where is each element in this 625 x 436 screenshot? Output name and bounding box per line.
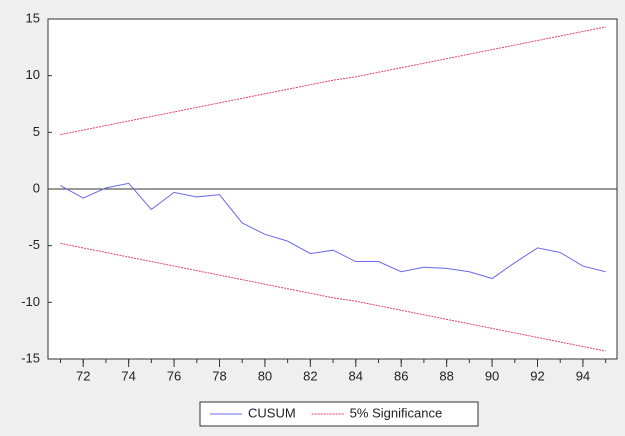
- x-tick-label: 86: [394, 368, 408, 383]
- x-tick-label: 90: [485, 368, 499, 383]
- y-tick-label: 15: [26, 10, 40, 25]
- x-tick-label: 92: [530, 368, 544, 383]
- y-tick-label: 10: [26, 67, 40, 82]
- x-tick-label: 80: [258, 368, 272, 383]
- y-tick-label: -10: [21, 294, 40, 309]
- x-tick-label: 74: [121, 368, 135, 383]
- y-tick-label: -5: [28, 237, 40, 252]
- y-tick-label: 0: [33, 180, 40, 195]
- y-tick-label: -15: [21, 350, 40, 365]
- x-tick-label: 88: [439, 368, 453, 383]
- x-tick-label: 72: [76, 368, 90, 383]
- chart: -15 -10 -5 0 5 10 15 72 74 76 78 80 82 84 86 88 90 92 94 CU…: [0, 0, 625, 436]
- y-tick-label: 5: [33, 124, 40, 139]
- legend-label: CUSUM: [248, 405, 296, 420]
- x-tick-label: 82: [303, 368, 317, 383]
- legend-label: 5% Significance: [350, 405, 443, 420]
- x-tick-label: 78: [212, 368, 226, 383]
- x-tick-label: 94: [576, 368, 590, 383]
- x-tick-label: 76: [167, 368, 181, 383]
- x-tick-label: 84: [349, 368, 363, 383]
